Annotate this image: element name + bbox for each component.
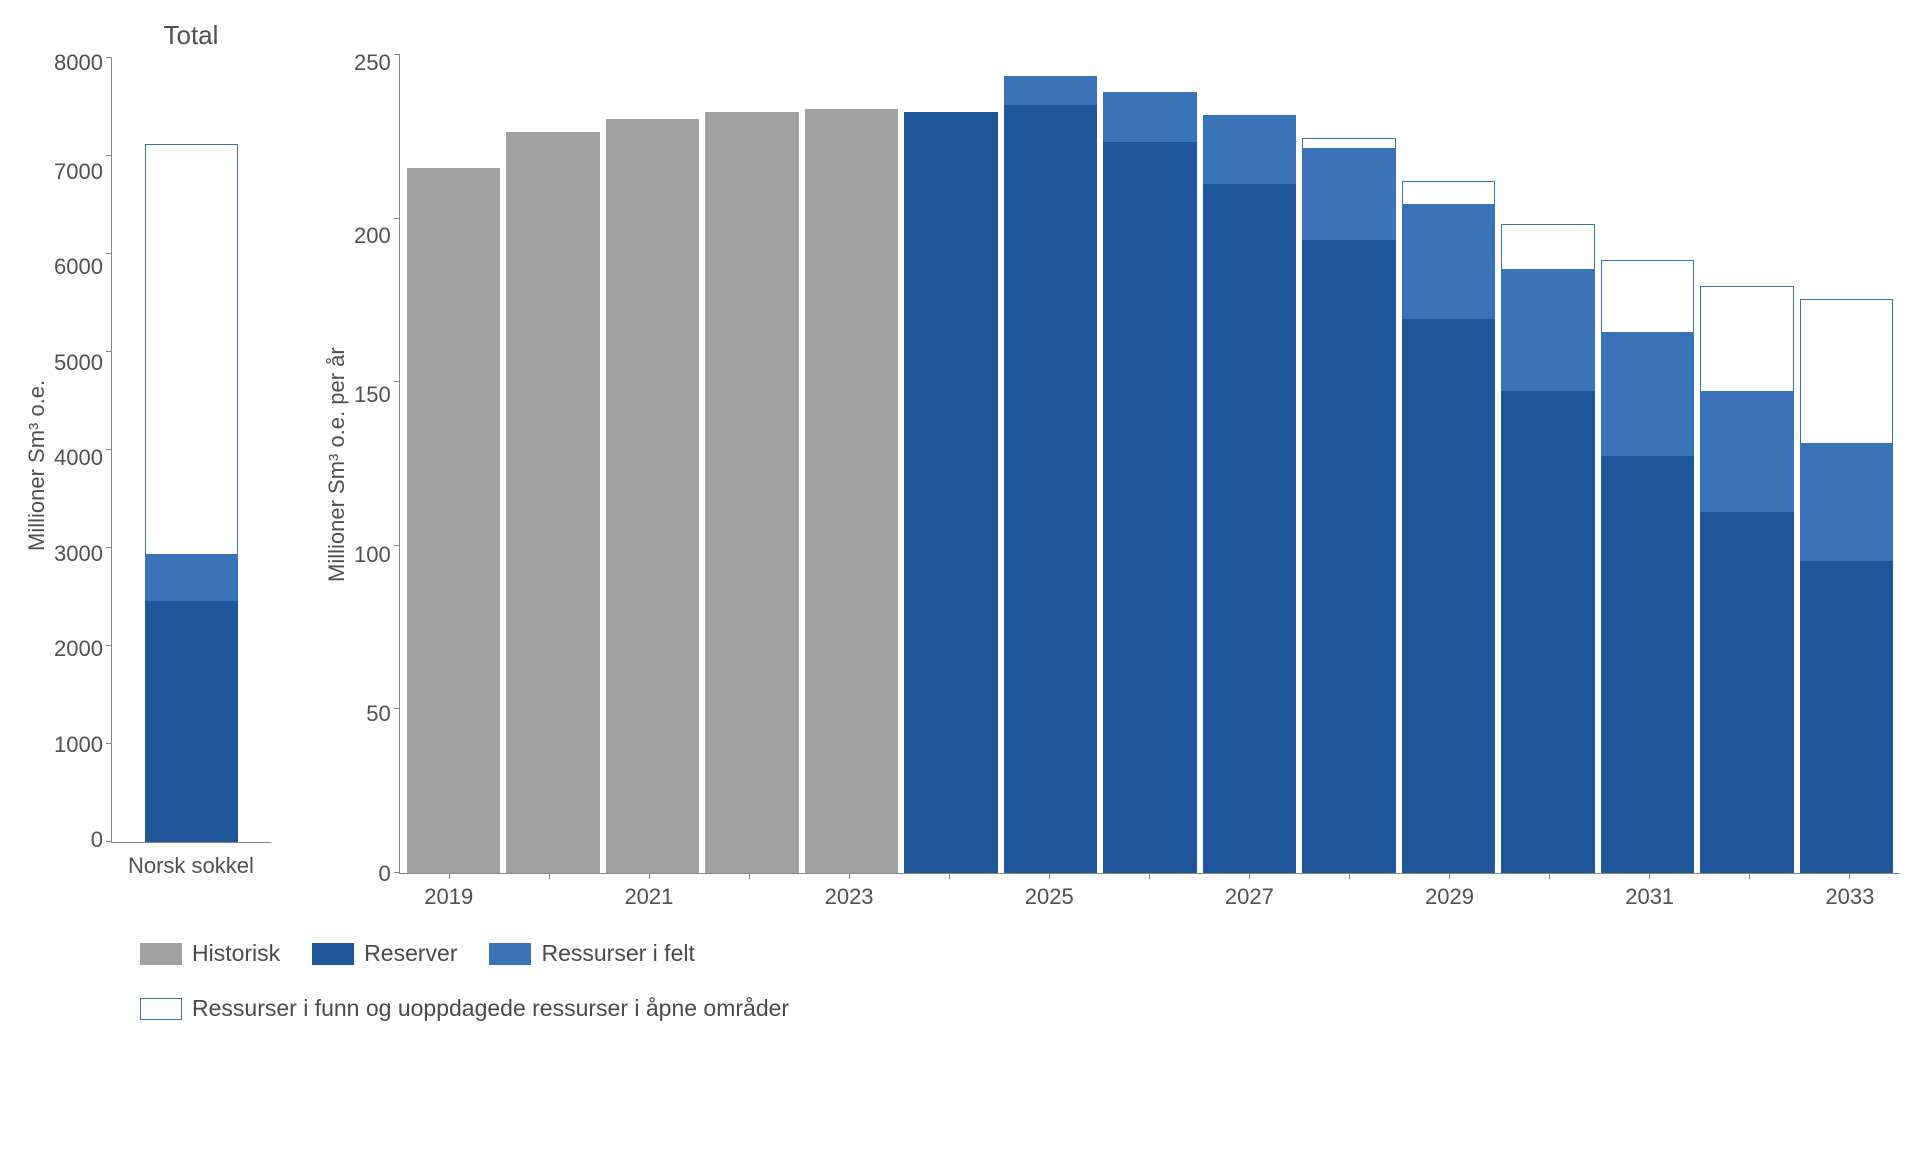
chart-annual-bar-2032 [1700,286,1793,873]
chart-annual-seg-reserver [1402,319,1495,873]
chart-annual-ytick: 50 [366,703,390,725]
chart-total-ytick: 0 [91,829,103,851]
chart-annual-seg-apne [1302,138,1395,148]
chart-annual-seg-ressurser_felt [1800,443,1893,561]
chart-total-ytick: 7000 [54,161,103,183]
chart-annual-seg-ressurser_felt [1700,391,1793,512]
chart-annual-ytick: 150 [354,384,391,406]
legend-item-ressurser_felt: Ressurser i felt [489,940,694,967]
legend-label: Ressurser i funn og uoppdagede ressurser… [192,995,789,1022]
chart-total-ytick: 2000 [54,638,103,660]
chart-total-seg-ressurser_felt [145,554,239,601]
chart-annual-x-axis: 2019.2021.2023.2025.2027.2029.2031.2033 [399,884,1900,910]
legend-item-reserver: Reserver [312,940,457,967]
chart-annual-ytick: 100 [354,544,391,566]
chart-total-plot [111,57,271,843]
chart-total-y-title: Millioner Sm³ o.e. [20,20,54,910]
chart-annual-bar-2019 [407,168,500,873]
chart-annual-bar-2027 [1203,115,1296,873]
chart-annual-bar-2026 [1103,92,1196,873]
chart-annual-seg-historisk [606,119,699,873]
legend-swatch-ressurser_felt [489,943,531,965]
chart-annual-bar-2030 [1501,224,1594,873]
chart-total-bar [145,144,239,842]
chart-annual-seg-reserver [1700,512,1793,873]
chart-annual-bar-2024 [904,112,997,873]
legend-swatch-historisk [140,943,182,965]
legend-item-apne: Ressurser i funn og uoppdagede ressurser… [140,995,789,1022]
chart-total-seg-apne [145,144,239,554]
chart-annual-bar-2022 [705,112,798,873]
chart-annual-seg-reserver [1203,184,1296,873]
chart-total-ytick: 1000 [54,734,103,756]
chart-total-ytick: 6000 [54,256,103,278]
chart-total-ytick: 8000 [54,52,103,74]
chart-annual-bar-2031 [1601,260,1694,873]
chart-annual-bar-2025 [1004,76,1097,873]
chart-annual-ytick: 0 [378,863,390,885]
chart-annual-seg-apne [1501,224,1594,270]
chart-annual-ytick: 200 [354,225,391,247]
chart-annual-xtick: 2029 [1400,884,1500,910]
chart-annual-ytick: 250 [354,52,391,74]
legend-swatch-apne [140,998,182,1020]
legend-label: Historisk [192,940,280,967]
figure-container: Millioner Sm³ o.e. 800070006000500040003… [20,20,1900,1022]
chart-annual-seg-ressurser_felt [1402,204,1495,319]
chart-annual-seg-reserver [1103,142,1196,873]
chart-annual-seg-ressurser_felt [1004,76,1097,106]
chart-annual-seg-historisk [506,132,599,873]
legend-item-historisk: Historisk [140,940,280,967]
chart-annual-seg-apne [1601,260,1694,332]
chart-total-ytick: 5000 [54,352,103,374]
chart-annual-seg-ressurser_felt [1103,92,1196,141]
legend-label: Reserver [364,940,457,967]
chart-annual-plot [399,54,1900,874]
chart-total-ytick: 4000 [54,447,103,469]
chart-annual-seg-ressurser_felt [1601,332,1694,457]
chart-annual-seg-ressurser_felt [1203,115,1296,184]
charts-row: Millioner Sm³ o.e. 800070006000500040003… [20,20,1900,910]
chart-annual-seg-reserver [1800,561,1893,873]
chart-annual-xtick: 2025 [999,884,1099,910]
chart-annual-seg-apne [1800,299,1893,443]
chart-annual-seg-historisk [407,168,500,873]
chart-annual-seg-ressurser_felt [1501,269,1594,390]
chart-annual-seg-ressurser_felt [1302,148,1395,240]
chart-annual-bar-2029 [1402,181,1495,873]
chart-annual-seg-reserver [1501,391,1594,873]
chart-annual-panel: Millioner Sm³ o.e. per år 250 200 150 100 50… [320,20,1900,910]
chart-annual-bar-2023 [805,109,898,873]
chart-total-seg-reserver [145,601,239,842]
chart-annual-xtick: 2021 [599,884,699,910]
chart-total-panel: Millioner Sm³ o.e. 8000 7000 6000 5000 4000 3… [20,20,280,910]
chart-annual-y-axis: 250200150100500 [354,20,399,874]
chart-annual-bar-2033 [1800,299,1893,873]
chart-annual-bar-2021 [606,119,699,873]
legend-label: Ressurser i felt [541,940,694,967]
chart-annual-bar-2028 [1302,138,1395,873]
chart-total-y-axis: 800070006000500040003000200010000 [54,20,111,840]
chart-annual-seg-reserver [1302,240,1395,873]
chart-total-title: Total [111,20,271,51]
chart-annual-bar-2020 [506,132,599,873]
chart-total-x-label: Norsk sokkel [111,853,271,879]
legend: Historisk Reserver Ressurser i felt Ressurs… [20,940,920,1022]
chart-annual-seg-apne [1402,181,1495,204]
chart-annual-y-title: Millioner Sm³ o.e. per år [320,20,354,910]
chart-total-x-axis: Norsk sokkel [111,853,271,879]
chart-annual-xtick: 2027 [1199,884,1299,910]
chart-annual-seg-historisk [805,109,898,873]
chart-annual-seg-reserver [1601,456,1694,873]
chart-annual-xtick: 2023 [799,884,899,910]
chart-annual-xtick: 2033 [1800,884,1900,910]
legend-swatch-reserver [312,943,354,965]
chart-annual-seg-apne [1700,286,1793,391]
chart-annual-seg-reserver [1004,105,1097,873]
chart-annual-seg-historisk [705,112,798,873]
chart-total-ytick: 3000 [54,543,103,565]
chart-annual-xtick: 2019 [399,884,499,910]
chart-annual-seg-reserver [904,112,997,873]
chart-annual-xtick: 2031 [1600,884,1700,910]
